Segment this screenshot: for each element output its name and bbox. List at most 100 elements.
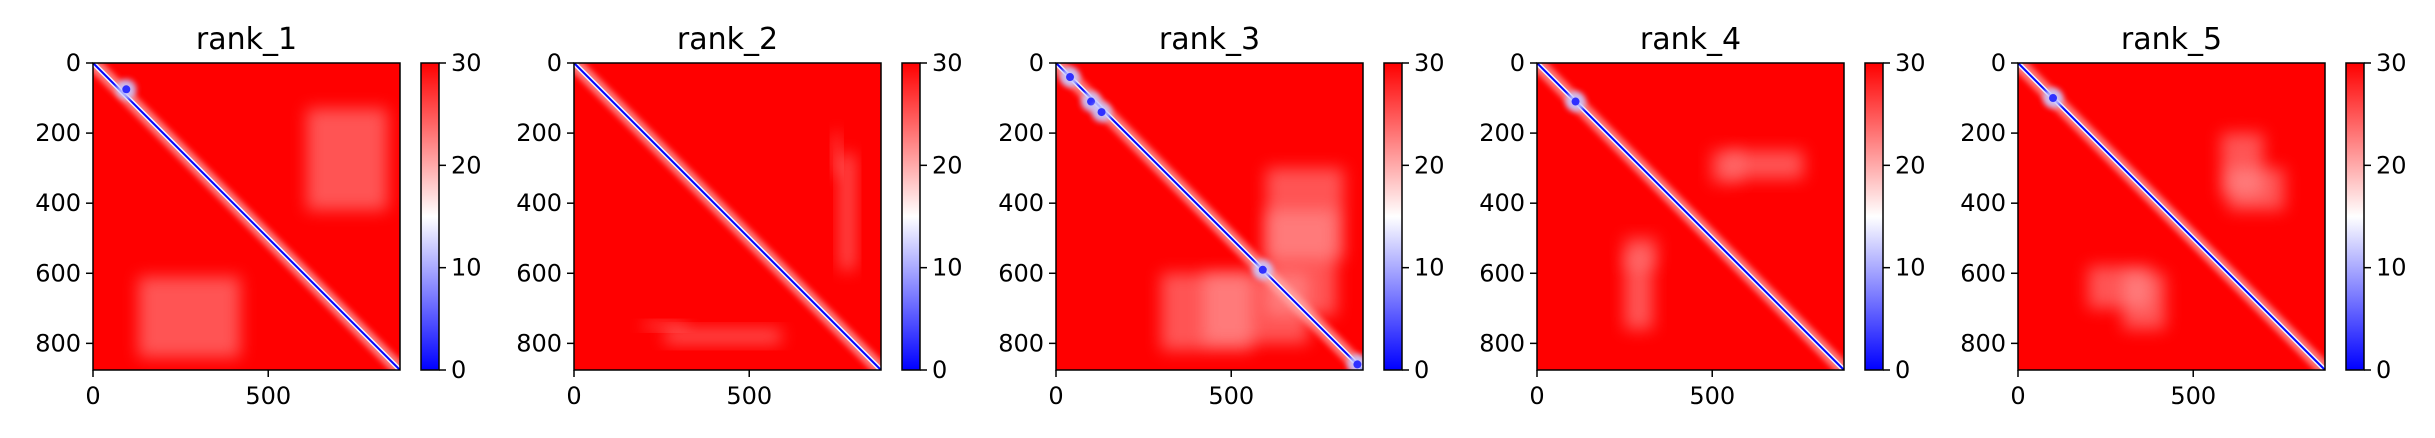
colorbar-tick-label: 0 [1414, 356, 1429, 384]
colorbar [420, 62, 440, 371]
y-tick-label: 200 [998, 119, 1044, 147]
y-tick-label: 400 [1479, 189, 1525, 217]
diagonal-line [93, 63, 400, 370]
diagonal-line [2018, 63, 2325, 370]
y-tick-label: 200 [1479, 119, 1525, 147]
heatmap-image [1537, 63, 1844, 370]
axes-frame [1536, 62, 1845, 371]
y-tick-label: 400 [516, 189, 562, 217]
y-tick-label: 400 [35, 189, 81, 217]
x-tick-label: 0 [566, 382, 581, 410]
chart-title: rank_4 [1640, 22, 1741, 57]
heatmap-image [93, 63, 400, 370]
y-tick-label: 800 [35, 329, 81, 357]
light-region [138, 276, 241, 358]
chart-title: rank_1 [196, 22, 297, 57]
y-tick-label: 800 [516, 329, 562, 357]
x-tick-label: 500 [2170, 382, 2216, 410]
diagonal-line [574, 63, 881, 370]
colorbar-tick-label: 10 [2376, 254, 2407, 282]
blue-spot-core [1353, 360, 1362, 369]
y-tick-label: 0 [547, 49, 562, 77]
light-region-mirror [1712, 150, 1741, 183]
blue-spot-core [1097, 108, 1106, 117]
light-region [2228, 168, 2285, 211]
axes-frame [2017, 62, 2326, 371]
x-tick-label: 500 [245, 382, 291, 410]
colorbar-tick-label: 0 [932, 356, 947, 384]
y-tick-label: 600 [516, 259, 562, 287]
y-tick-label: 200 [35, 119, 81, 147]
blue-spot-core [1066, 73, 1075, 82]
x-tick-label: 0 [1529, 382, 1544, 410]
colorbar-tick-label: 0 [2376, 356, 2391, 384]
blue-spot-core [1087, 97, 1096, 106]
y-tick-label: 0 [66, 49, 81, 77]
chart-title: rank_2 [677, 22, 778, 57]
colorbar [2345, 62, 2365, 371]
colorbar-tick-label: 20 [1895, 151, 1926, 179]
blue-spot-core [122, 85, 131, 94]
y-tick-label: 600 [1479, 259, 1525, 287]
colorbar [901, 62, 921, 371]
blue-spot-core [1258, 265, 1267, 274]
colorbar-tick-label: 10 [1414, 254, 1445, 282]
colorbar [1383, 62, 1403, 371]
light-region [1624, 238, 1657, 267]
colorbar-tick-label: 0 [1895, 356, 1910, 384]
colorbar-tick-label: 20 [2376, 151, 2407, 179]
y-tick-label: 400 [1960, 189, 2006, 217]
diagonal-line [1537, 63, 1844, 370]
heatmap-image [2018, 63, 2325, 370]
light-region-mirror [306, 108, 388, 211]
chart-title: rank_3 [1159, 22, 1260, 57]
x-tick-label: 0 [2010, 382, 2025, 410]
y-tick-label: 0 [1029, 49, 1044, 77]
y-tick-label: 600 [35, 259, 81, 287]
colorbar-tick-label: 20 [1414, 151, 1445, 179]
chart-title: rank_5 [2121, 22, 2222, 57]
blue-spot-core [2049, 94, 2058, 103]
y-tick-label: 800 [1960, 329, 2006, 357]
y-tick-label: 600 [998, 259, 1044, 287]
heatmap-image [574, 63, 881, 370]
x-tick-label: 0 [85, 382, 100, 410]
axes-frame [92, 62, 401, 371]
light-region-mirror [644, 322, 687, 330]
y-tick-label: 0 [1510, 49, 1525, 77]
colorbar-tick-label: 10 [932, 254, 963, 282]
x-tick-label: 500 [1208, 382, 1254, 410]
light-region [833, 133, 841, 176]
heatmap-image [1056, 63, 1363, 370]
colorbar-tick-label: 30 [2376, 49, 2407, 77]
blue-spot-core [1571, 97, 1580, 106]
colorbar [1864, 62, 1884, 371]
x-tick-label: 500 [1689, 382, 1735, 410]
colorbar-tick-label: 30 [1414, 49, 1445, 77]
light-region-mirror [1203, 273, 1309, 344]
x-tick-label: 500 [726, 382, 772, 410]
y-tick-label: 200 [1960, 119, 2006, 147]
y-tick-label: 400 [998, 189, 1044, 217]
y-tick-label: 800 [1479, 329, 1525, 357]
colorbar-tick-label: 30 [932, 49, 963, 77]
colorbar-tick-label: 30 [1895, 49, 1926, 77]
y-tick-label: 200 [516, 119, 562, 147]
colorbar-tick-label: 20 [932, 151, 963, 179]
colorbar-tick-label: 30 [451, 49, 482, 77]
light-region-mirror [840, 154, 855, 270]
colorbar-tick-label: 20 [451, 151, 482, 179]
y-tick-label: 800 [998, 329, 1044, 357]
axes-frame [573, 62, 882, 371]
light-region [665, 329, 781, 344]
y-tick-label: 600 [1960, 259, 2006, 287]
colorbar-tick-label: 0 [451, 356, 466, 384]
y-tick-label: 0 [1991, 49, 2006, 77]
colorbar-tick-label: 10 [1895, 254, 1926, 282]
light-region [1729, 150, 1804, 179]
